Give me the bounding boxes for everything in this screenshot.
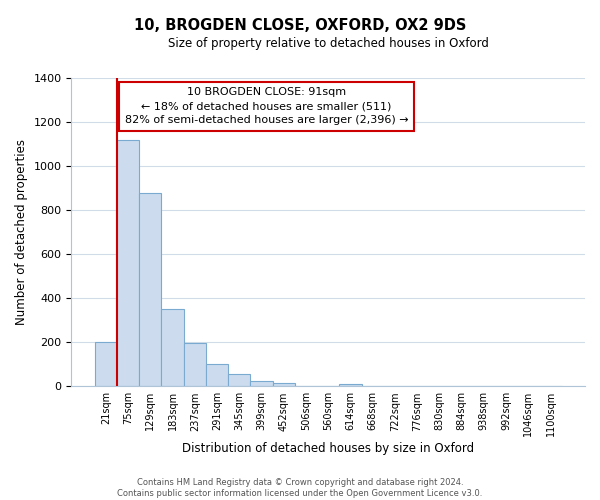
- Bar: [206, 364, 228, 386]
- Text: 10, BROGDEN CLOSE, OXFORD, OX2 9DS: 10, BROGDEN CLOSE, OXFORD, OX2 9DS: [134, 18, 466, 32]
- Bar: [340, 384, 362, 386]
- Bar: [161, 310, 184, 386]
- Bar: [250, 382, 272, 386]
- Text: Contains HM Land Registry data © Crown copyright and database right 2024.
Contai: Contains HM Land Registry data © Crown c…: [118, 478, 482, 498]
- Bar: [184, 344, 206, 386]
- Y-axis label: Number of detached properties: Number of detached properties: [15, 139, 28, 325]
- X-axis label: Distribution of detached houses by size in Oxford: Distribution of detached houses by size …: [182, 442, 474, 455]
- Text: 10 BROGDEN CLOSE: 91sqm
← 18% of detached houses are smaller (511)
82% of semi-d: 10 BROGDEN CLOSE: 91sqm ← 18% of detache…: [125, 88, 409, 126]
- Bar: [228, 374, 250, 386]
- Bar: [272, 383, 295, 386]
- Bar: [117, 140, 139, 386]
- Bar: [139, 192, 161, 386]
- Title: Size of property relative to detached houses in Oxford: Size of property relative to detached ho…: [168, 38, 488, 51]
- Bar: [95, 342, 117, 386]
